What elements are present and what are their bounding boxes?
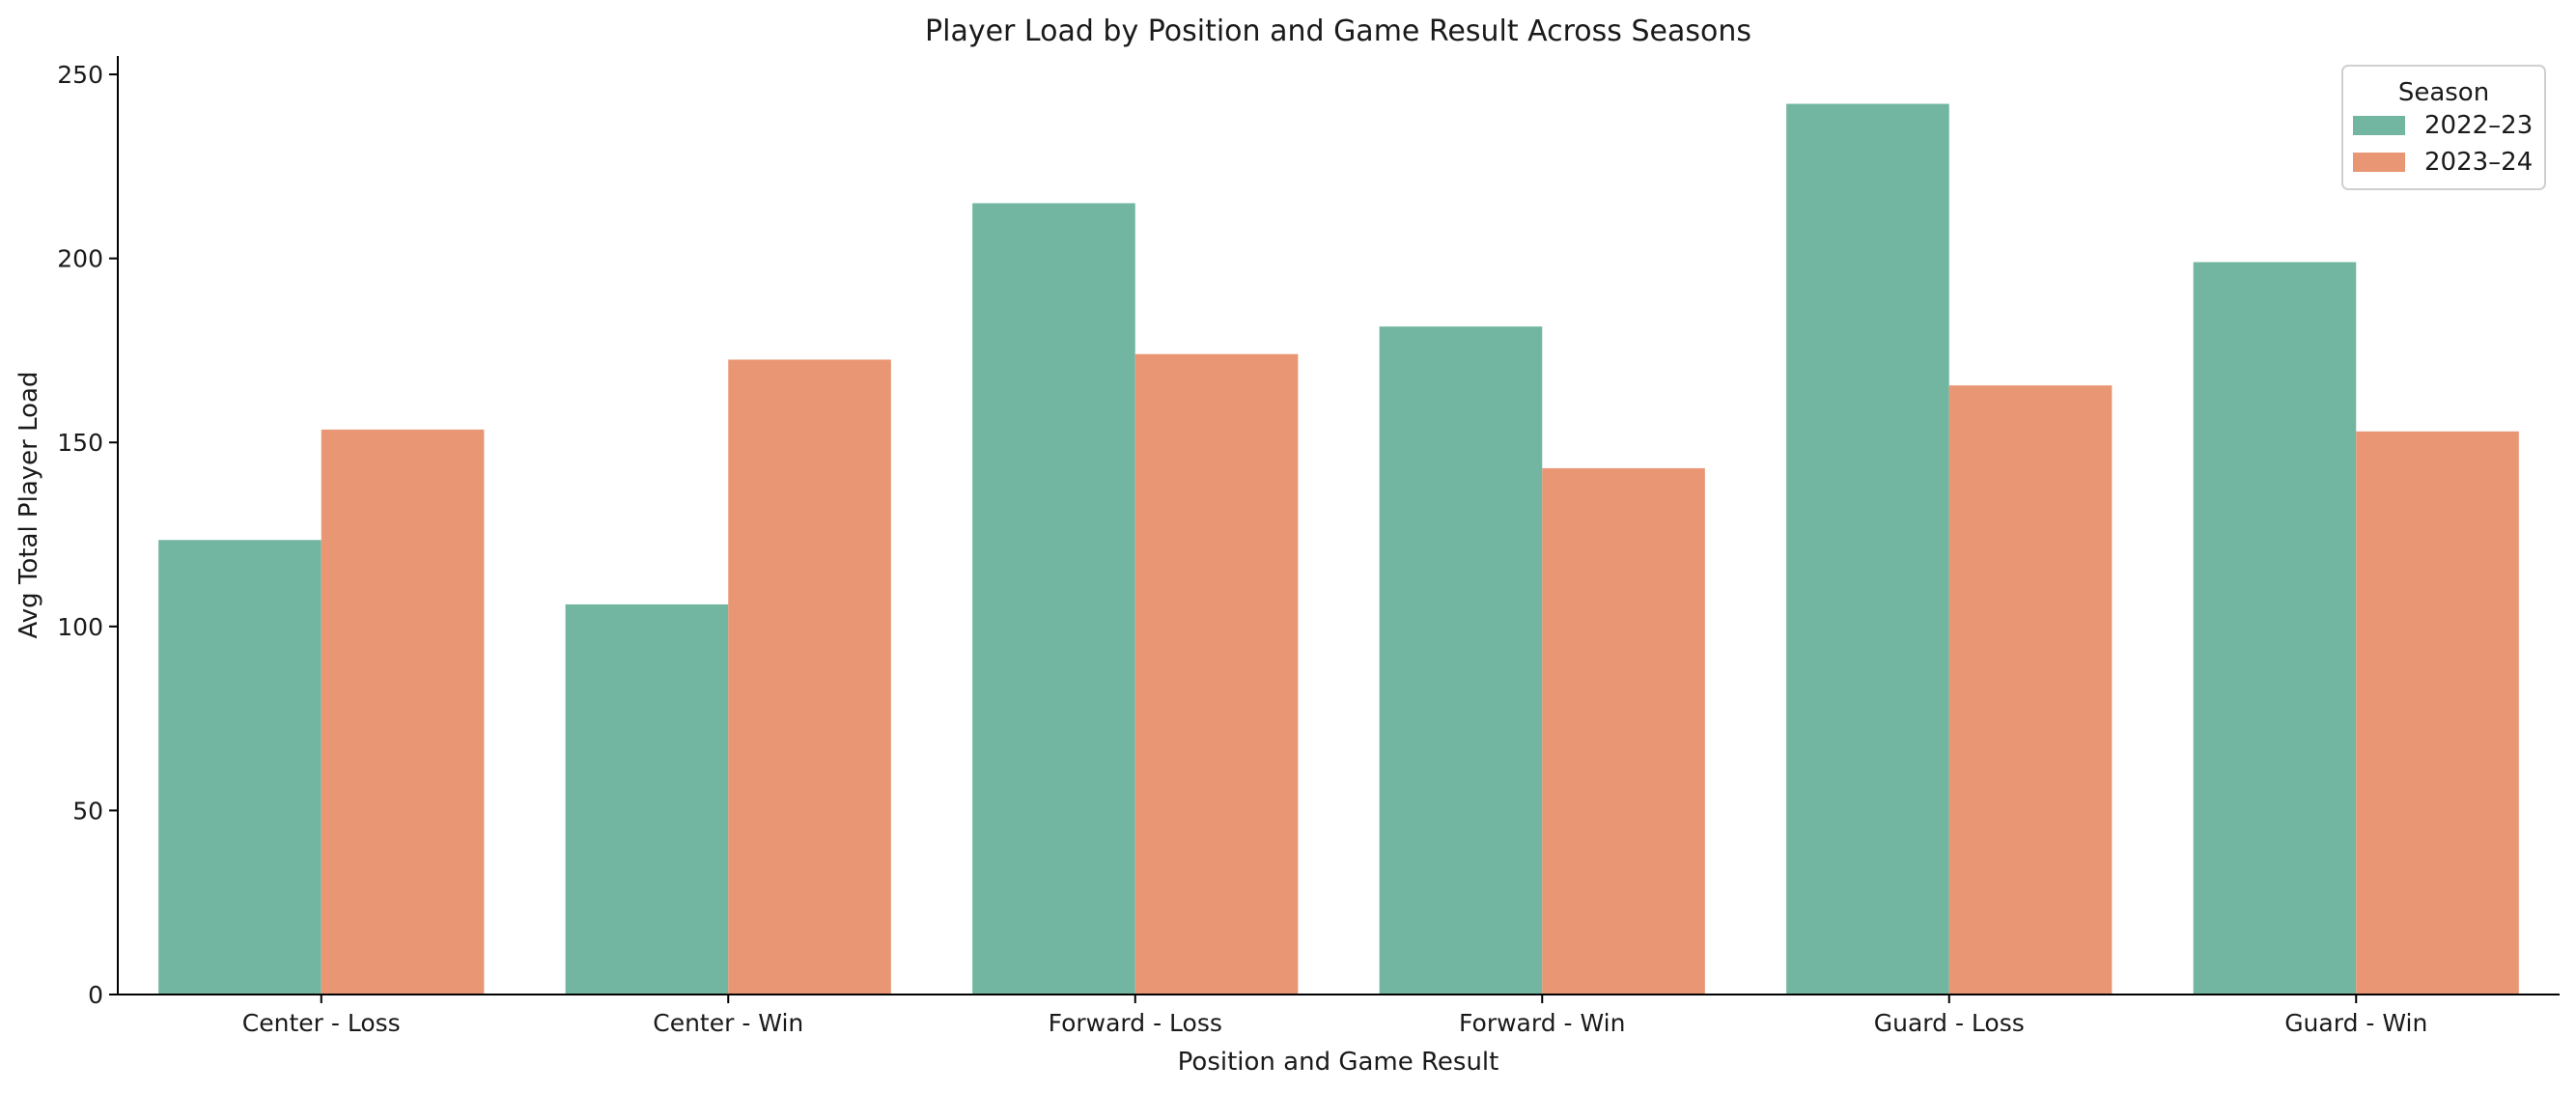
x-tick-label: Center - Win	[653, 1009, 803, 1037]
legend-label-1: 2022–23	[2424, 111, 2533, 140]
bar-6-series-2	[2356, 431, 2519, 995]
bar-2-series-1	[565, 603, 729, 995]
x-tick-label: Forward - Loss	[1049, 1009, 1222, 1037]
x-axis-label: Position and Game Result	[1178, 1048, 1499, 1077]
bar-4-series-2	[1542, 467, 1705, 995]
x-tick-label: Guard - Loss	[1874, 1009, 2025, 1037]
legend: Season 2022–23 2023–24	[2341, 65, 2546, 190]
x-tick-label: Center - Loss	[242, 1009, 401, 1037]
y-axis: 0 50 100 150 200 250	[57, 56, 119, 1009]
bars-group	[158, 103, 2519, 995]
x-tick-label: Forward - Win	[1459, 1009, 1625, 1037]
legend-swatch-1	[2353, 116, 2405, 135]
bar-3-series-2	[1134, 353, 1299, 995]
y-tick-label: 150	[57, 429, 103, 457]
bar-5-series-1	[1786, 103, 1949, 995]
chart-title: Player Load by Position and Game Result …	[925, 14, 1751, 48]
legend-title: Season	[2398, 78, 2489, 107]
y-tick-label: 100	[57, 613, 103, 641]
bar-4-series-1	[1379, 326, 1543, 995]
legend-label-2: 2023–24	[2424, 148, 2533, 177]
bar-2-series-2	[728, 359, 891, 995]
y-tick-label: 200	[57, 245, 103, 273]
bar-1-series-2	[321, 429, 485, 995]
x-tick-label: Guard - Win	[2284, 1009, 2427, 1037]
bar-6-series-1	[2193, 262, 2357, 995]
legend-swatch-2	[2353, 153, 2405, 172]
x-axis: Center - Loss Center - Win Forward - Loss F…	[118, 994, 2560, 1037]
bar-5-series-2	[1948, 385, 2113, 995]
bar-3-series-1	[972, 203, 1135, 995]
y-axis-label: Avg Total Player Load	[14, 372, 43, 639]
legend-items: 2022–23 2023–24	[2353, 111, 2533, 177]
y-tick-label: 0	[88, 981, 103, 1009]
y-tick-label: 250	[57, 61, 103, 89]
bar-1-series-1	[158, 540, 322, 995]
y-tick-label: 50	[72, 797, 103, 825]
